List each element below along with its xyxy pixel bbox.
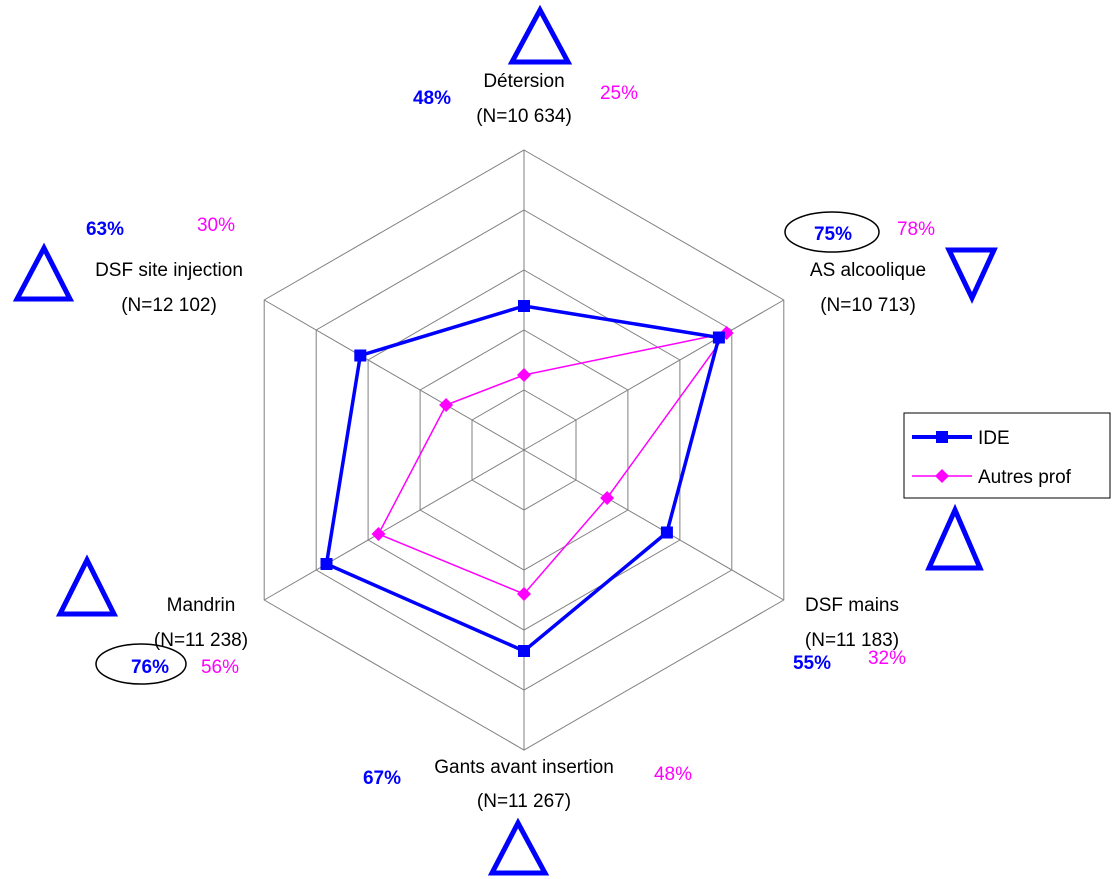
axis-n-mandrin: (N=11 238)	[154, 630, 248, 651]
series-line-autres-prof	[377, 331, 729, 595]
trend-up-icon-gants	[487, 817, 550, 876]
data-point-autres-prof-3	[517, 587, 531, 601]
other-pct-as-alcoolique: 78%	[897, 219, 935, 240]
axis-n-as-alcoolique: (N=10 713)	[820, 295, 916, 316]
axis-label-dsf-site: DSF site injection	[95, 260, 243, 281]
other-pct-deterson: 25%	[600, 83, 638, 104]
other-pct-dsf-site: 30%	[197, 215, 235, 236]
radar-series	[320, 300, 734, 657]
legend-label-ide: IDE	[978, 428, 1010, 449]
axis-n-dsf-mains: (N=11 183)	[805, 630, 899, 651]
axis-label-gants: Gants avant insertion	[434, 757, 614, 778]
axis-label-as-alcoolique: AS alcoolique	[810, 260, 926, 281]
trend-up-icon-deterson	[507, 4, 573, 65]
data-point-autres-prof-2	[600, 491, 615, 505]
highlight-ellipse-as-alcoolique	[784, 211, 880, 253]
other-pct-gants: 48%	[654, 764, 692, 785]
data-point-ide-3	[518, 645, 530, 657]
ide-pct-deterson: 48%	[413, 88, 451, 109]
radar-grid	[263, 149, 785, 751]
trend-up-icon-dsf-site	[12, 242, 75, 302]
axis-n-dsf-site: (N=12 102)	[121, 295, 217, 316]
trend-up-icon-dsf-mains	[925, 503, 984, 571]
legend-label-other: Autres prof	[978, 467, 1072, 488]
axis-label-deterson: Détersion	[483, 71, 564, 92]
data-point-ide-4	[320, 558, 333, 570]
other-pct-mandrin: 56%	[201, 657, 239, 678]
radar-spoke	[523, 299, 785, 451]
radar-spoke	[523, 449, 785, 601]
ide-pct-as-alcoolique: 75%	[814, 224, 852, 245]
trend-down-icon-as-alcoolique	[945, 247, 998, 304]
data-point-autres-prof-4	[371, 527, 386, 541]
axis-n-gants: (N=11 267)	[477, 791, 571, 812]
ide-pct-dsf-mains: 55%	[793, 653, 831, 674]
trend-up-icon-mandrin	[55, 554, 119, 617]
axis-label-mandrin: Mandrin	[167, 595, 236, 616]
ide-pct-mandrin: 76%	[131, 657, 169, 678]
radar-spoke	[263, 299, 525, 451]
data-point-autres-prof-5	[439, 398, 454, 412]
data-point-autres-prof-0	[517, 368, 531, 382]
legend-box	[903, 412, 1111, 499]
data-point-ide-5	[354, 349, 367, 362]
legend-marker-other	[935, 469, 949, 483]
data-point-ide-1	[712, 331, 725, 344]
data-point-ide-0	[518, 300, 530, 312]
ide-pct-dsf-site: 63%	[86, 219, 124, 240]
legend-marker-ide	[936, 431, 948, 443]
axis-n-deterson: (N=10 634)	[476, 106, 572, 127]
ide-pct-gants: 67%	[363, 768, 401, 789]
legend: IDE Autres prof	[903, 412, 1111, 499]
radar-spoke	[263, 449, 525, 601]
axis-label-dsf-mains: DSF mains	[805, 595, 899, 616]
highlight-ellipse-mandrin	[95, 643, 187, 685]
data-point-ide-2	[660, 526, 673, 539]
other-pct-dsf-mains: 32%	[868, 648, 906, 669]
